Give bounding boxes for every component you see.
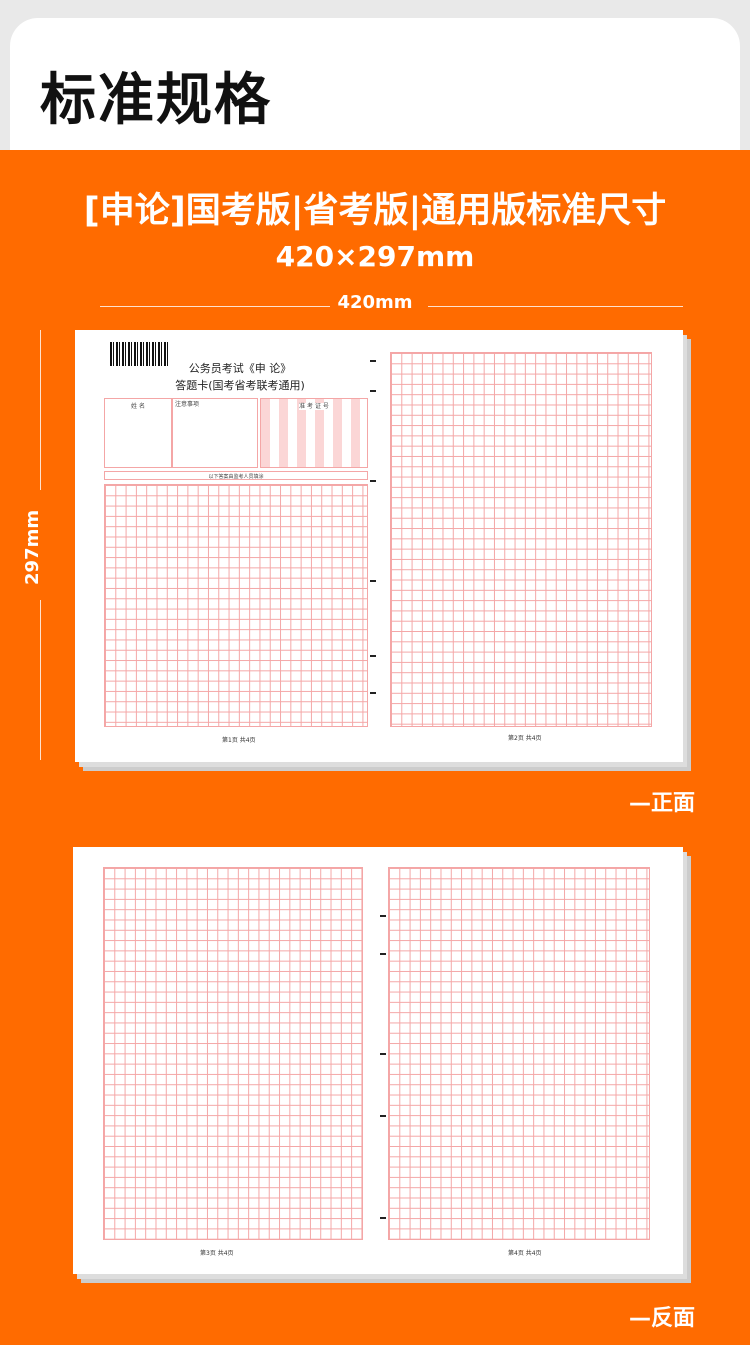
answer-grid-2: [390, 352, 652, 727]
exam-id-box: 准 考 证 号: [260, 398, 368, 468]
timing-mark: [370, 580, 376, 582]
height-line-top: [40, 330, 41, 490]
timing-mark: [380, 915, 386, 917]
timing-mark: [370, 390, 376, 392]
height-line-bottom: [40, 600, 41, 760]
barcode: [110, 342, 168, 366]
answer-grid-1: [104, 484, 368, 727]
page-number-1: 第1页 共4页: [222, 737, 256, 744]
fill-note: 以下答案由监考人员填涂: [104, 471, 368, 480]
timing-mark: [370, 655, 376, 657]
subtitle: [申论]国考版|省考版|通用版标准尺寸: [83, 191, 667, 231]
name-box: 姓 名: [104, 398, 172, 468]
timing-mark: [370, 480, 376, 482]
exam-id-label: 准 考 证 号: [299, 403, 329, 410]
front-label: —正面: [628, 791, 695, 816]
page-title: 标准规格: [40, 68, 272, 133]
page-number-3: 第3页 共4页: [200, 1250, 234, 1257]
answer-grid-3: [103, 867, 363, 1240]
timing-mark: [380, 1115, 386, 1117]
answer-grid-4: [388, 867, 650, 1240]
size-text: 420×297mm: [275, 240, 475, 273]
width-line-right: [428, 306, 683, 307]
header-card: [10, 18, 740, 158]
back-label: —反面: [628, 1306, 695, 1331]
page-number-4: 第4页 共4页: [508, 1250, 542, 1257]
card-title-1: 公务员考试《申 论》: [188, 362, 292, 375]
width-label: 420mm: [337, 292, 413, 313]
timing-mark: [380, 1217, 386, 1219]
notes-box: 注意事项: [172, 398, 258, 468]
timing-mark: [370, 360, 376, 362]
name-label: 姓 名: [131, 403, 145, 410]
timing-mark: [380, 953, 386, 955]
page-number-2: 第2页 共4页: [508, 735, 542, 742]
timing-mark: [380, 1053, 386, 1055]
notes-label: 注意事项: [175, 401, 200, 408]
timing-mark: [370, 692, 376, 694]
width-line-left: [100, 306, 330, 307]
card-title-2: 答题卡(国考省考联考通用): [175, 379, 305, 392]
